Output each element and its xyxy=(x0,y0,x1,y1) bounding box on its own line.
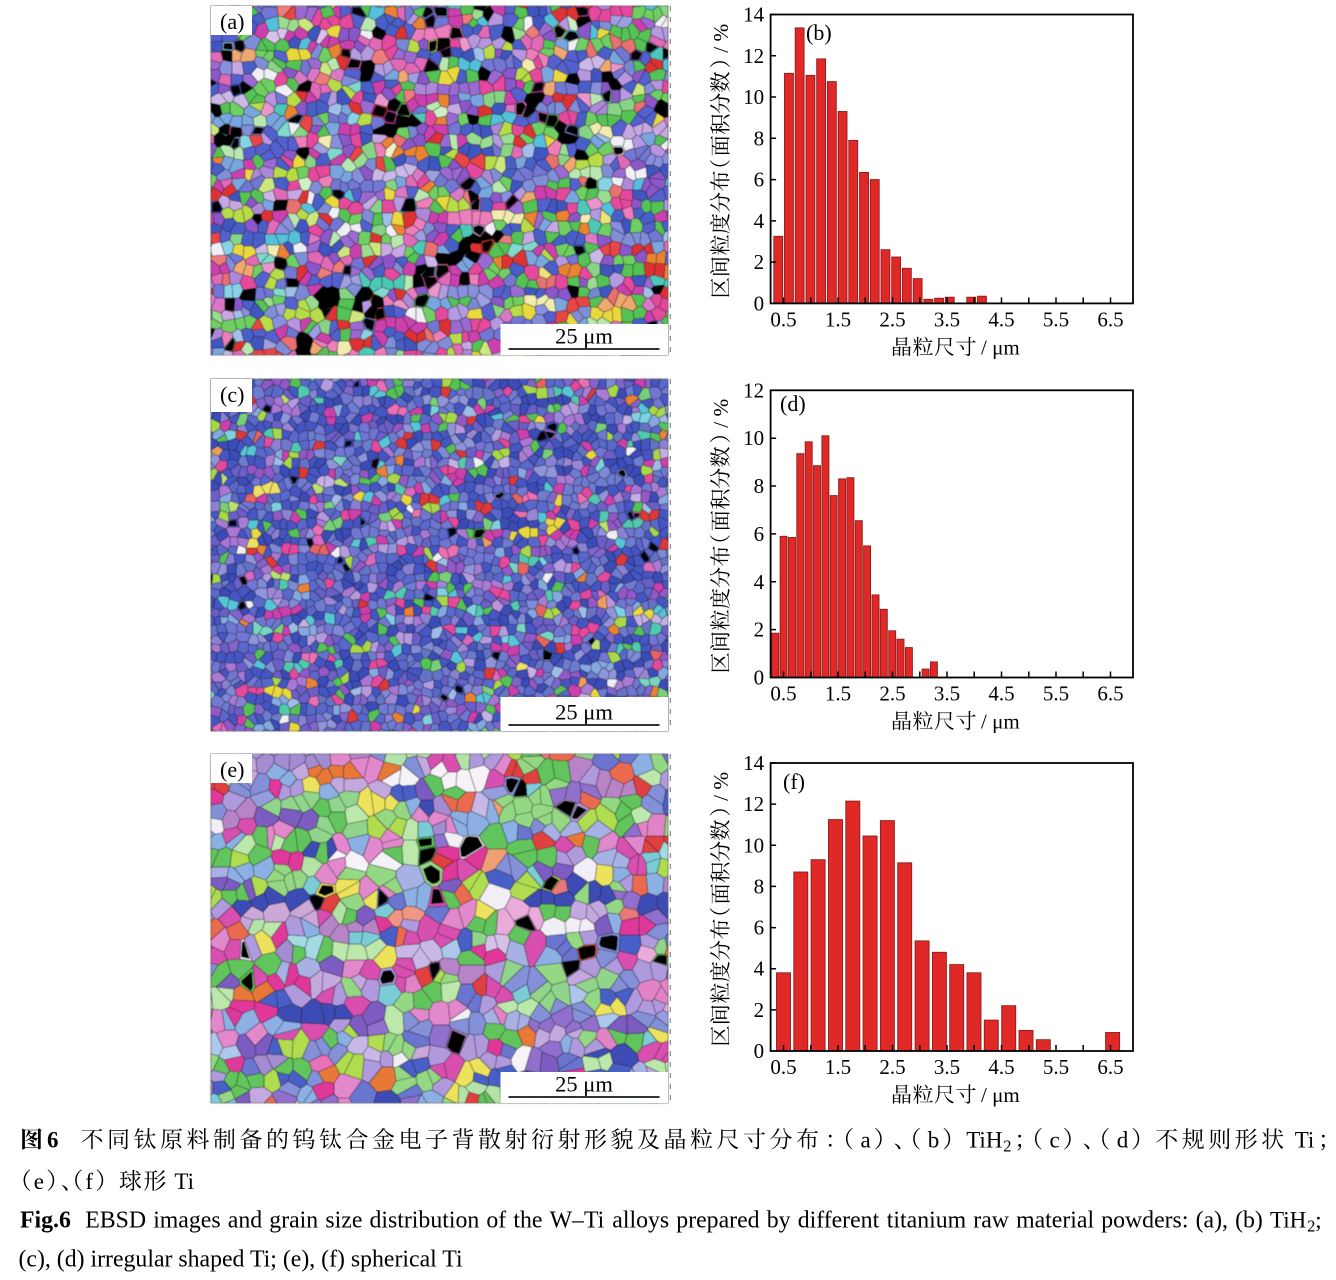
svg-text:25 μm: 25 μm xyxy=(555,1072,613,1097)
svg-text:4: 4 xyxy=(754,209,765,233)
svg-text:8: 8 xyxy=(754,474,765,498)
svg-text:2.5: 2.5 xyxy=(879,682,905,706)
svg-text:6.5: 6.5 xyxy=(1097,307,1123,331)
svg-text:12: 12 xyxy=(743,378,764,402)
svg-text:6: 6 xyxy=(754,522,765,546)
svg-text:(a),: (a), xyxy=(1196,1208,1228,1234)
svg-text:2.5: 2.5 xyxy=(879,1055,905,1079)
svg-text:;: ; xyxy=(1315,1208,1321,1233)
svg-text:14: 14 xyxy=(743,751,765,775)
svg-text:EBSD: EBSD xyxy=(85,1208,146,1234)
svg-text:(a): (a) xyxy=(220,9,244,34)
svg-text:2.5: 2.5 xyxy=(879,307,905,331)
svg-text:W–Ti: W–Ti xyxy=(550,1208,605,1234)
svg-text:Ti: Ti xyxy=(174,1169,194,1194)
svg-text:0.5: 0.5 xyxy=(770,682,796,706)
svg-text:raw: raw xyxy=(973,1208,1009,1234)
svg-text:Ti: Ti xyxy=(1295,1128,1315,1153)
svg-text:12: 12 xyxy=(743,792,764,816)
svg-text:f: f xyxy=(85,1169,93,1194)
svg-text:6: 6 xyxy=(754,916,765,940)
svg-text:titanium: titanium xyxy=(887,1208,967,1234)
svg-text:(c): (c) xyxy=(220,382,244,407)
svg-text:material: material xyxy=(1016,1208,1094,1234)
svg-text:(f): (f) xyxy=(783,769,805,794)
svg-text:14: 14 xyxy=(743,3,765,27)
svg-text:1.5: 1.5 xyxy=(825,682,851,706)
svg-text:/ %: / % xyxy=(709,772,733,801)
svg-text:size: size xyxy=(325,1208,362,1234)
svg-text:8: 8 xyxy=(754,874,765,898)
svg-text:2: 2 xyxy=(754,998,765,1022)
svg-text:25 μm: 25 μm xyxy=(555,324,613,349)
svg-text:4: 4 xyxy=(754,570,765,594)
svg-text:TiH: TiH xyxy=(1270,1208,1306,1233)
svg-text:6: 6 xyxy=(47,1128,59,1153)
svg-text:the: the xyxy=(513,1208,542,1234)
svg-text:and: and xyxy=(228,1208,262,1234)
svg-text:3.5: 3.5 xyxy=(934,682,960,706)
svg-text:5.5: 5.5 xyxy=(1043,307,1069,331)
svg-text:6.5: 6.5 xyxy=(1097,1055,1123,1079)
svg-text:12: 12 xyxy=(743,44,764,68)
svg-text:2: 2 xyxy=(1003,1137,1011,1156)
svg-text:3.5: 3.5 xyxy=(934,1055,960,1079)
svg-text:5.5: 5.5 xyxy=(1043,1055,1069,1079)
svg-text:(b): (b) xyxy=(1235,1208,1263,1234)
svg-text:25 μm: 25 μm xyxy=(555,700,613,725)
svg-text:a: a xyxy=(861,1128,871,1153)
svg-text:powders:: powders: xyxy=(1101,1208,1188,1234)
svg-text:prepared: prepared xyxy=(676,1208,759,1234)
svg-text:10: 10 xyxy=(743,426,764,450)
svg-text:d: d xyxy=(1117,1128,1129,1153)
svg-text:distribution: distribution xyxy=(370,1208,480,1234)
svg-text:different: different xyxy=(798,1208,880,1234)
svg-text:(c), (d) irregular shaped Ti;: (c), (d) irregular shaped Ti; (e), (f) s… xyxy=(19,1247,463,1273)
svg-text:5.5: 5.5 xyxy=(1043,682,1069,706)
svg-text:6.5: 6.5 xyxy=(1097,682,1123,706)
svg-text:(d): (d) xyxy=(780,391,806,416)
svg-text:(b): (b) xyxy=(806,20,832,45)
svg-text:c: c xyxy=(1050,1128,1060,1153)
svg-text:4.5: 4.5 xyxy=(988,682,1014,706)
svg-text:6: 6 xyxy=(754,168,765,192)
svg-text:0.5: 0.5 xyxy=(770,307,796,331)
svg-text:b: b xyxy=(928,1128,940,1153)
svg-text:/ %: / % xyxy=(709,399,733,428)
svg-text:(e): (e) xyxy=(220,757,244,782)
svg-text:2: 2 xyxy=(754,618,765,642)
svg-text:4.5: 4.5 xyxy=(988,1055,1014,1079)
svg-text:4: 4 xyxy=(754,957,765,981)
svg-text:alloys: alloys xyxy=(612,1208,669,1234)
svg-text:8: 8 xyxy=(754,126,765,150)
svg-text:2: 2 xyxy=(1307,1217,1315,1236)
svg-text:/ %: / % xyxy=(709,24,733,53)
svg-text:10: 10 xyxy=(743,85,764,109)
svg-text:e: e xyxy=(34,1169,44,1194)
svg-text:4.5: 4.5 xyxy=(988,307,1014,331)
svg-text:0: 0 xyxy=(754,666,765,690)
svg-text:/ μm: / μm xyxy=(981,710,1020,734)
svg-text:1.5: 1.5 xyxy=(825,307,851,331)
svg-text:/ μm: / μm xyxy=(981,1083,1020,1107)
svg-text:2: 2 xyxy=(754,250,765,274)
svg-text:of: of xyxy=(486,1208,506,1234)
svg-text:0.5: 0.5 xyxy=(770,1055,796,1079)
svg-text:by: by xyxy=(767,1208,791,1234)
svg-text:1.5: 1.5 xyxy=(825,1055,851,1079)
svg-text:grain: grain xyxy=(269,1208,318,1234)
svg-text:3.5: 3.5 xyxy=(934,307,960,331)
svg-text:TiH: TiH xyxy=(966,1128,1002,1153)
svg-text:10: 10 xyxy=(743,833,764,857)
svg-text:/ μm: / μm xyxy=(981,335,1020,359)
svg-text:Fig.6: Fig.6 xyxy=(20,1208,71,1234)
svg-text:images: images xyxy=(153,1208,220,1234)
svg-text:0: 0 xyxy=(754,1039,765,1063)
svg-text:0: 0 xyxy=(754,291,765,315)
